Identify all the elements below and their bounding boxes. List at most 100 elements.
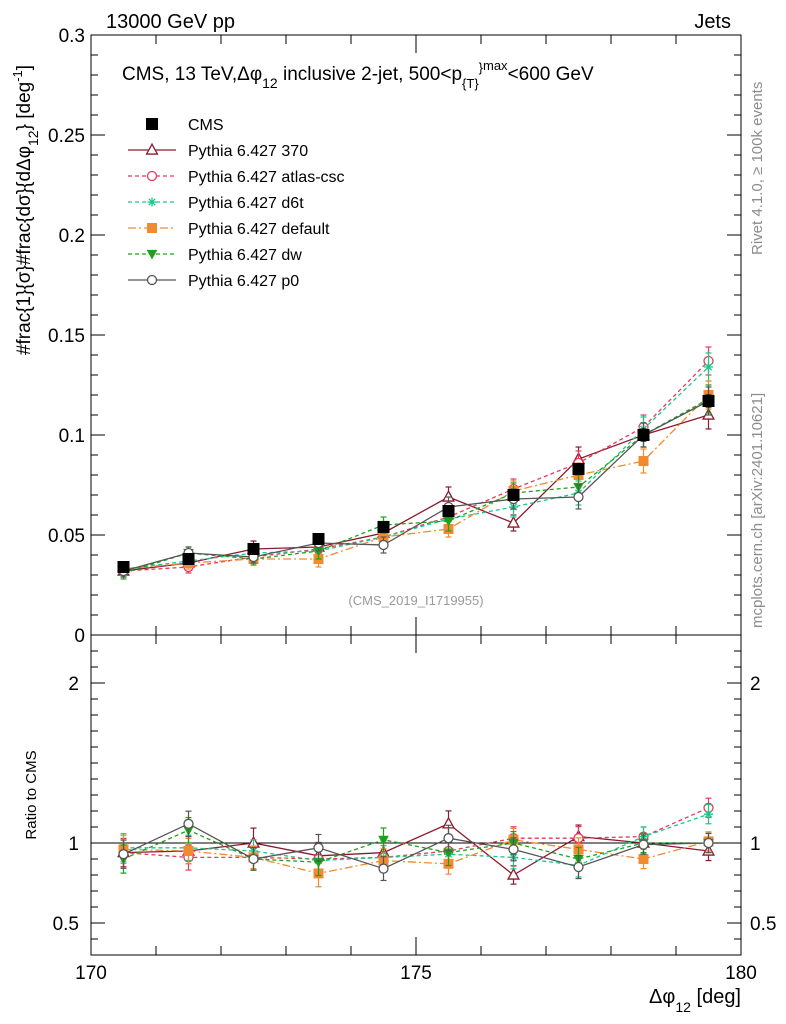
ratio-panel-series (117, 797, 715, 888)
ratio-series-p0 (118, 810, 714, 882)
ratio-line-dw (123, 829, 709, 863)
ratio-point-p0 (183, 818, 194, 829)
legend: CMS Pythia 6.427 370 Pythia 6.427 atlas-cs… (128, 117, 345, 290)
x-tick-label: 180 (725, 963, 757, 984)
plot-title-part5: <600 GeV (508, 64, 594, 85)
legend-entry-d6t: Pythia 6.427 d6t (128, 195, 304, 212)
ratio-axis-ticks: 0.5 0.5 1 1 2 2 (53, 650, 776, 940)
plot-title-dphi-sub: 12 (262, 75, 278, 91)
legend-entry-dw: Pythia 6.427 dw (128, 247, 302, 264)
legend-marker-cms (146, 118, 158, 130)
legend-marker-dw (146, 249, 158, 260)
main-point-p0 (573, 491, 584, 503)
ratio-line-p0 (123, 823, 709, 870)
y-tick-label: 0.15 (48, 326, 85, 347)
y-axis-label-main: #frac{1}{σ}#frac{dσ}{dΔφ (14, 146, 35, 355)
ratio-point-dw (378, 835, 389, 846)
y-axis-label-unit-sup: -1 (10, 70, 25, 82)
legend-label-p0: Pythia 6.427 p0 (188, 273, 299, 290)
y-tick-label: 0.1 (59, 426, 85, 447)
header-right-label: Jets (694, 11, 731, 33)
x-tick-label: 175 (400, 963, 432, 984)
main-panel-series (117, 346, 715, 580)
x-axis-label-unit: [deg] (691, 986, 741, 1008)
main-point-cms (637, 429, 650, 441)
ratio-tick-label-right: 0.5 (750, 914, 776, 935)
main-point-d6t (704, 362, 713, 372)
legend-marker-p370 (145, 142, 159, 155)
main-point-cms (117, 561, 130, 573)
y-axis-label-close: ] (14, 65, 35, 70)
legend-label-dw: Pythia 6.427 dw (188, 247, 302, 264)
main-line-p0 (123, 400, 709, 572)
main-point-cms (507, 489, 520, 501)
main-line-dw (123, 398, 709, 574)
header-left-label: 13000 GeV pp (106, 11, 235, 33)
x-axis-ticks: 170 175 180 (75, 35, 757, 984)
rivet-side-label: Rivet 4.1.0, ≥ 100k events (749, 82, 766, 255)
y-axis-label: #frac{1}{σ}#frac{dσ}{dΔφ12} [deg-1] (10, 65, 41, 355)
main-point-cms (247, 543, 260, 555)
plot-title-part1: CMS, 13 TeV, (122, 64, 237, 85)
legend-entry-default: Pythia 6.427 default (128, 221, 330, 238)
ratio-point-p0 (508, 844, 519, 855)
legend-label-d6t: Pythia 6.427 d6t (188, 195, 304, 212)
analysis-watermark: (CMS_2019_I1719955) (348, 593, 483, 608)
ratio-line-p370 (123, 823, 709, 876)
ratio-point-p0 (118, 849, 129, 860)
legend-marker-p0 (146, 274, 158, 286)
plot-title-part3: inclusive 2-jet, 500<p (278, 64, 462, 85)
main-point-default (638, 456, 649, 466)
legend-label-atlas: Pythia 6.427 atlas-csc (188, 169, 345, 186)
ratio-line-default (123, 839, 709, 875)
mcplots-side-label: mcplots.cern.ch [arXiv:2401.10621] (749, 393, 766, 628)
ratio-line-d6t (123, 813, 709, 867)
svg-text:#frac{1}{σ}#frac{dσ}{dΔφ12} [d: #frac{1}{σ}#frac{dσ}{dΔφ12} [deg-1] (10, 65, 41, 355)
ratio-point-default (638, 854, 649, 864)
ratio-point-p0 (443, 833, 454, 844)
y-tick-label: 0.2 (59, 226, 85, 247)
legend-marker-atlas (146, 170, 158, 182)
main-point-cms (182, 553, 195, 565)
ratio-tick-label-right: 1 (750, 834, 761, 855)
x-axis-label-sub: 12 (675, 999, 691, 1015)
legend-entry-cms: CMS (146, 117, 224, 134)
x-tick-label: 170 (75, 963, 107, 984)
ratio-point-p0 (573, 861, 584, 873)
y-tick-label: 0.05 (48, 526, 85, 547)
plot-title-dphi: Δφ (237, 64, 262, 85)
legend-label-p370: Pythia 6.427 370 (188, 143, 308, 160)
ratio-point-p370 (507, 867, 520, 880)
main-point-cms (442, 505, 455, 517)
ratio-point-default (183, 846, 194, 856)
x-axis-label-main: Δφ (649, 986, 675, 1008)
main-axis-ticks: 0 0.05 0.1 0.15 0.2 0.25 0.3 (48, 26, 741, 647)
ratio-point-p0 (313, 842, 324, 853)
ratio-point-p0 (248, 853, 259, 865)
main-point-p370 (507, 515, 520, 528)
main-point-cms (312, 533, 325, 545)
ratio-point-p0 (638, 839, 649, 850)
plot-title-brace: } (479, 60, 484, 75)
ratio-tick-label: 0.5 (53, 914, 79, 935)
y-tick-label: 0 (74, 626, 85, 647)
main-point-cms (377, 521, 390, 533)
plot-title-pt-sub: {T} (462, 76, 479, 91)
ratio-tick-label: 1 (68, 834, 79, 855)
y-axis-label-unit: } [deg (14, 82, 35, 131)
legend-entry-atlas: Pythia 6.427 atlas-csc (128, 169, 345, 186)
main-series-cms (117, 394, 715, 573)
plot-title: CMS, 13 TeV,Δφ12 inclusive 2-jet, 500<p{… (122, 58, 594, 91)
x-axis-label: Δφ12 [deg] (649, 986, 741, 1015)
legend-entry-p370: Pythia 6.427 370 (128, 142, 308, 160)
legend-entry-p0: Pythia 6.427 p0 (128, 273, 299, 290)
ratio-tick-label-right: 2 (750, 674, 761, 695)
y-tick-label: 0.25 (48, 126, 85, 147)
legend-label-cms: CMS (188, 117, 224, 134)
legend-marker-d6t (147, 197, 157, 207)
main-line-atlas (123, 360, 709, 572)
ratio-point-p0 (703, 837, 714, 849)
legend-marker-default (147, 223, 157, 233)
ratio-point-p0 (378, 863, 389, 874)
